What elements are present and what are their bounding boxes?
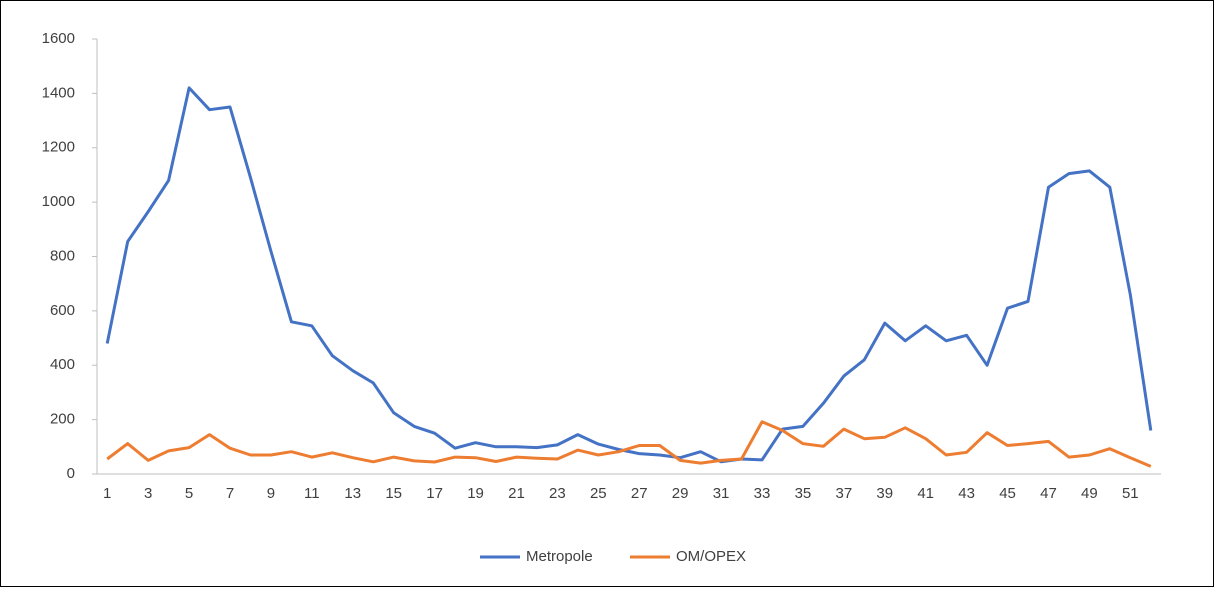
x-tick-label: 21: [508, 485, 525, 502]
x-tick-label: 37: [836, 485, 853, 502]
x-tick-label: 33: [754, 485, 771, 502]
y-tick-label: 1000: [42, 193, 75, 210]
x-tick-label: 19: [467, 485, 484, 502]
x-tick-label: 23: [549, 485, 566, 502]
x-tick-label: 39: [876, 485, 893, 502]
x-tick-label: 3: [144, 485, 152, 502]
legend-label: OM/OPEX: [676, 548, 746, 565]
x-tick-label: 47: [1040, 485, 1057, 502]
x-tick-label: 17: [426, 485, 443, 502]
y-tick-label: 1200: [42, 139, 75, 156]
x-tick-label: 35: [795, 485, 812, 502]
x-tick-label: 7: [226, 485, 234, 502]
y-tick-label: 0: [67, 465, 75, 482]
x-tick-label: 51: [1122, 485, 1139, 502]
x-tick-label: 41: [917, 485, 934, 502]
y-tick-label: 200: [50, 411, 75, 428]
x-tick-label: 13: [344, 485, 361, 502]
series-line: [106, 420, 1152, 468]
x-tick-label: 31: [713, 485, 730, 502]
y-tick-label: 800: [50, 247, 75, 264]
x-tick-label: 49: [1081, 485, 1098, 502]
y-tick-label: 400: [50, 356, 75, 373]
x-tick-label: 9: [267, 485, 275, 502]
x-tick-label: 27: [631, 485, 648, 502]
x-tick-label: 45: [999, 485, 1016, 502]
x-tick-label: 15: [385, 485, 402, 502]
x-tick-label: 1: [103, 485, 111, 502]
series-line: [105, 86, 1153, 464]
x-tick-label: 11: [304, 485, 320, 502]
x-tick-label: 25: [590, 485, 607, 502]
legend-label: Metropole: [526, 548, 593, 565]
x-tick-label: 43: [958, 485, 975, 502]
y-tick-label: 600: [50, 302, 75, 319]
y-tick-label: 1400: [42, 84, 75, 101]
x-tick-label: 29: [672, 485, 689, 502]
x-tick-label: 5: [185, 485, 193, 502]
y-tick-label: 1600: [42, 30, 75, 47]
